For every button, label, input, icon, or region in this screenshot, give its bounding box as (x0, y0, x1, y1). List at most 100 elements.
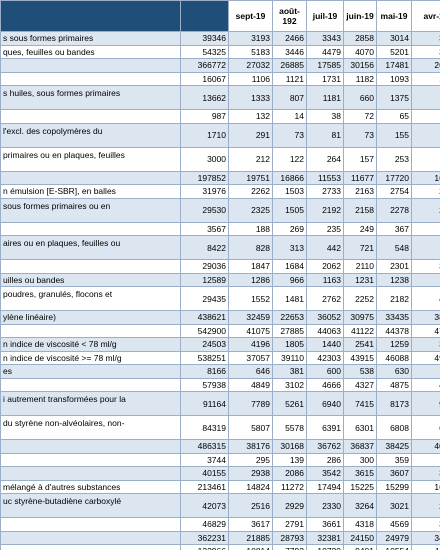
row-label (0, 466, 181, 481)
cell-value: 785 (411, 364, 440, 379)
cell-value: 41075 (228, 323, 273, 338)
table-row: n indice de viscosité < 78 ml/g 24503 4196… (0, 337, 440, 352)
row-label (0, 259, 181, 274)
cell-value: 295 (228, 452, 273, 467)
cell-value: 1093 (376, 71, 412, 86)
cell-value: 3744 (180, 452, 229, 467)
cell-value: 235 (306, 221, 344, 236)
cell-value: 24979 (376, 530, 412, 545)
cell-value: 1805 (272, 337, 307, 352)
cell-value: 14 (272, 109, 307, 124)
cell-value: 16164 (411, 170, 440, 185)
row-label: l'excl. des copolymères du (0, 122, 181, 148)
cell-value: 1440 (306, 337, 344, 352)
cell-value: 2858 (343, 31, 377, 46)
cell-value: 39 (411, 109, 440, 124)
cell-value: 26885 (272, 58, 307, 73)
cell-value: 36052 (306, 310, 344, 325)
cell-value: 26380 (411, 58, 440, 73)
cell-value: 3542 (306, 466, 344, 481)
table-row: poudres, granulés, flocons et 29435 1552 14… (0, 286, 440, 311)
cell-value: 10554 (376, 544, 412, 550)
cell-value: 828 (228, 235, 273, 260)
row-label: du styrène non-alvéolaires, non- (0, 415, 181, 440)
cell-value: 14824 (228, 479, 273, 494)
cell-value: 1121 (272, 71, 307, 86)
cell-value: 3000 (180, 146, 229, 172)
cell-value: 264 (306, 146, 344, 172)
cell-value: 8166 (180, 364, 229, 379)
cell-value: 157 (343, 146, 377, 172)
cell-value: 3264 (343, 493, 377, 518)
cell-value: 38 (306, 109, 344, 124)
cell-value: 42073 (180, 493, 229, 518)
cell-value: 29036 (180, 259, 229, 274)
cell-value: 721 (343, 235, 377, 260)
cell-value: 34450 (411, 530, 440, 545)
cell-value: 6301 (343, 415, 377, 440)
cell-value: 5261 (272, 391, 307, 416)
table-row: uc styrène-butadiène carboxylé 42073 2516 2… (0, 493, 440, 518)
cell-value: 212 (228, 146, 273, 172)
cell-value: 2301 (376, 259, 412, 274)
cell-value: 29530 (180, 197, 229, 223)
cell-value: 32381 (306, 530, 344, 545)
row-label: ylène linéaire) (0, 310, 181, 325)
cell-value: 3625 (411, 31, 440, 46)
cell-value: 366772 (180, 58, 229, 73)
cell-value: 197852 (180, 170, 229, 185)
cell-value: 4070 (343, 44, 377, 59)
cell-value: 600 (306, 364, 344, 379)
cell-value: 1552 (228, 286, 273, 311)
table-row: s sous formes primaires 39346 3193 2466 3343… (0, 31, 440, 46)
cell-value: 5807 (228, 415, 273, 440)
cell-value: 2062 (306, 259, 344, 274)
table-row: 40155293820863542361536073617 (0, 466, 440, 481)
cell-value: 3617 (411, 466, 440, 481)
cell-value: 38176 (228, 439, 273, 454)
cell-value: 6940 (306, 391, 344, 416)
cell-value: 91164 (180, 391, 229, 416)
cell-value: 21885 (228, 530, 273, 545)
table-row: 486315381763016836762368373842540370 (0, 439, 440, 454)
cell-value: 47876 (411, 323, 440, 338)
cell-value: 10814 (228, 544, 273, 550)
cell-value: 4849 (228, 377, 273, 392)
cell-value: 36837 (343, 439, 377, 454)
header-blank (180, 0, 229, 32)
cell-value: 213461 (180, 479, 229, 494)
cell-value: 27885 (272, 323, 307, 338)
cell-value: 804 (411, 272, 440, 287)
cell-value: 313 (272, 235, 307, 260)
cell-value: 1684 (272, 259, 307, 274)
cell-value: 2325 (228, 197, 273, 223)
cell-value: 27032 (228, 58, 273, 73)
table-row: 542900410752788544063411224437847876 (0, 323, 440, 338)
table-row: es8166646381600538630785 (0, 364, 440, 379)
cell-value: 65 (376, 109, 412, 124)
cell-value: 40370 (411, 439, 440, 454)
row-label (0, 109, 181, 124)
cell-value: 4318 (343, 517, 377, 532)
cell-value: 538 (343, 364, 377, 379)
cell-value: 139 (272, 452, 307, 467)
cell-value: 2541 (343, 337, 377, 352)
cell-value: 269 (272, 221, 307, 236)
table-row: n émulsion [E-SBR], en balles 31976 2262 15… (0, 184, 440, 199)
row-label (0, 71, 181, 86)
cell-value: 16125 (411, 479, 440, 494)
cell-value: 1106 (228, 71, 273, 86)
cell-value: 1182 (343, 71, 377, 86)
cell-value: 3607 (376, 466, 412, 481)
cell-value: 73 (272, 122, 307, 148)
cell-value: 8173 (376, 391, 412, 416)
column-header: avr-19 (411, 0, 440, 32)
cell-value: 81 (306, 122, 344, 148)
cell-value: 15225 (343, 479, 377, 494)
cell-value: 41122 (343, 323, 377, 338)
cell-value: 2278 (376, 197, 412, 223)
cell-value: 10720 (306, 544, 344, 550)
row-label: aires ou en plaques, feuilles ou (0, 235, 181, 260)
cell-value: 3701 (411, 44, 440, 59)
cell-value: 13662 (180, 85, 229, 110)
